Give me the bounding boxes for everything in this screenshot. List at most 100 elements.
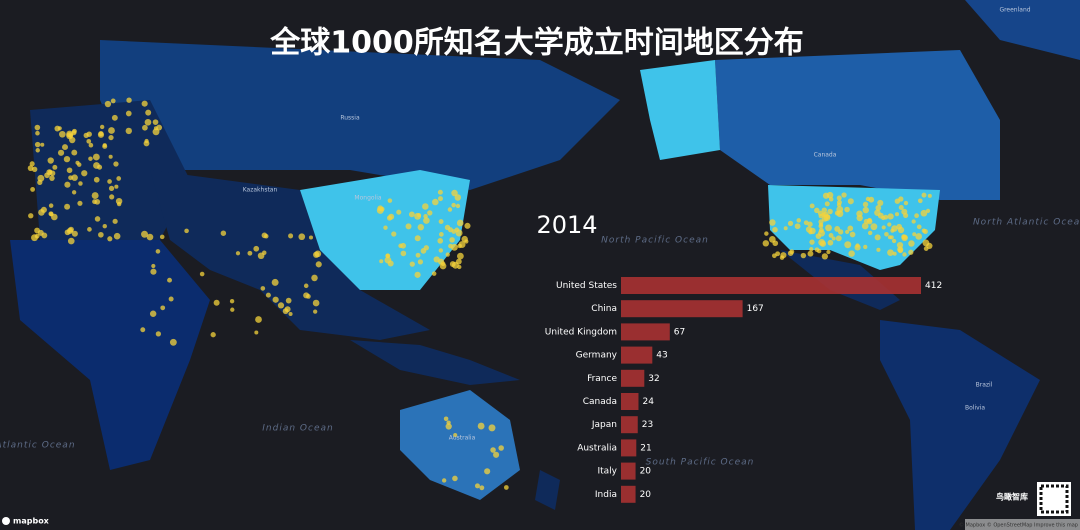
university-dot <box>31 166 38 172</box>
university-dot <box>71 190 77 195</box>
university-dot <box>315 261 322 268</box>
university-dot <box>102 143 108 149</box>
university-dot <box>184 228 189 234</box>
university-dot <box>849 231 856 238</box>
university-dot <box>303 283 309 289</box>
university-dot <box>151 263 156 269</box>
university-dot <box>438 196 443 202</box>
university-dot <box>62 144 68 151</box>
university-dot <box>313 309 318 314</box>
university-dot <box>901 234 908 242</box>
university-dot <box>908 249 914 255</box>
university-dot <box>457 264 462 270</box>
university-dot <box>474 483 480 489</box>
bar <box>621 393 639 410</box>
university-dot <box>920 209 928 217</box>
university-dot <box>379 259 384 264</box>
university-dot <box>288 312 293 317</box>
university-dot <box>159 234 165 240</box>
university-dot <box>113 232 121 240</box>
university-dot <box>819 240 827 247</box>
university-dot <box>809 247 814 252</box>
university-dot <box>41 232 48 239</box>
university-dot <box>448 243 453 249</box>
university-dot <box>451 202 456 208</box>
university-dot <box>451 229 457 234</box>
university-dot <box>52 164 58 170</box>
university-dot <box>916 224 922 230</box>
university-dot <box>97 131 105 138</box>
country-label: Kazakhstan <box>243 187 278 194</box>
university-dot <box>155 331 162 337</box>
country-label: Australia <box>449 435 476 442</box>
university-dot <box>807 250 814 257</box>
university-dot <box>48 203 54 208</box>
university-dot <box>265 292 271 298</box>
university-dot <box>890 228 895 233</box>
university-dot <box>921 228 927 233</box>
university-dot <box>68 175 73 181</box>
university-dot <box>262 250 267 255</box>
university-dot <box>125 127 132 135</box>
university-dot <box>844 206 850 213</box>
university-dot <box>821 253 828 260</box>
university-dot <box>108 154 113 159</box>
university-dot <box>64 229 71 236</box>
university-dot <box>490 447 496 453</box>
university-dot <box>35 130 40 136</box>
university-dot <box>917 198 923 204</box>
university-dot <box>441 478 447 483</box>
university-dot <box>109 194 115 200</box>
university-dot <box>414 235 421 242</box>
university-dot <box>313 251 320 258</box>
university-dot <box>803 220 809 226</box>
university-dot <box>384 256 392 264</box>
university-dot <box>911 219 916 224</box>
university-dot <box>865 196 871 202</box>
university-dot <box>98 231 104 238</box>
university-dot <box>126 97 132 103</box>
bar-value-label: 24 <box>642 397 654 407</box>
university-dot <box>308 235 314 240</box>
university-dot <box>102 223 107 229</box>
university-dot <box>824 201 830 207</box>
university-dot <box>405 223 412 230</box>
university-dot <box>34 141 41 148</box>
qr-pattern <box>1039 484 1069 514</box>
university-dot <box>391 231 397 237</box>
university-dot <box>400 250 407 257</box>
university-dot <box>78 181 83 186</box>
university-dot <box>836 195 842 201</box>
university-dot <box>877 199 884 206</box>
university-dot <box>110 98 116 104</box>
ocean-label: South Atlantic Ocean <box>0 441 76 451</box>
university-dot <box>93 162 100 169</box>
university-dot <box>396 209 402 215</box>
bar <box>621 462 636 480</box>
university-dot <box>420 248 427 254</box>
ocean-label: South Pacific Ocean <box>646 458 755 468</box>
university-dot <box>915 233 923 240</box>
university-dot <box>144 118 152 126</box>
attribution-bg <box>965 519 1080 530</box>
ocean-label: Indian Ocean <box>262 424 333 434</box>
attribution[interactable]: © Mapbox © OpenStreetMap Improve this ma… <box>959 522 1078 529</box>
university-dot <box>783 226 788 231</box>
university-dot <box>92 199 97 205</box>
university-dot <box>83 132 89 138</box>
university-dot <box>874 209 881 216</box>
mapbox-logo[interactable]: mapbox <box>13 517 50 526</box>
country-label: Russia <box>340 115 360 122</box>
university-dot <box>125 110 132 117</box>
university-dot <box>841 192 847 198</box>
title: 全球1000所知名大学成立时间地区分布 <box>269 26 804 61</box>
country-label: Bolivia <box>965 405 985 412</box>
university-dot <box>141 230 148 238</box>
university-dot <box>912 232 917 237</box>
university-dot <box>415 252 421 258</box>
university-dot <box>892 251 897 256</box>
bar <box>621 416 638 434</box>
university-dot <box>883 214 889 220</box>
university-dot <box>417 224 424 231</box>
